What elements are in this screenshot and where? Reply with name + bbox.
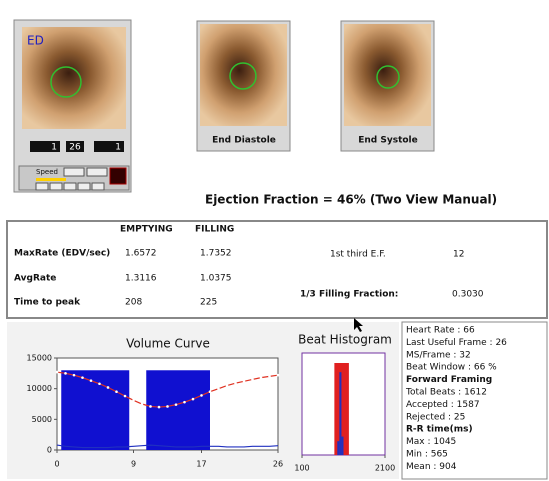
x-tick-label: 100: [294, 464, 309, 473]
point: [124, 395, 127, 398]
stat-line: R-R time(ms): [406, 425, 473, 435]
shaded-region: [146, 370, 210, 450]
button[interactable]: [64, 183, 76, 190]
point: [141, 403, 144, 406]
ed-scan: [200, 24, 287, 126]
point: [64, 372, 67, 375]
point: [90, 379, 93, 382]
stat-line: Accepted : 1587: [406, 400, 480, 410]
cell: 208: [125, 298, 142, 308]
row-label: Time to peak: [14, 298, 81, 308]
button[interactable]: [110, 168, 126, 184]
button[interactable]: [87, 168, 107, 176]
ejection-fraction: Ejection Fraction = 46% (Two View Manual…: [205, 193, 497, 207]
cell: 1.0375: [200, 274, 232, 284]
image-label: ED: [27, 34, 44, 48]
point: [209, 390, 212, 393]
point: [107, 386, 110, 389]
bar: [341, 437, 343, 455]
y-tick-label: 0: [47, 446, 52, 455]
stat-line: Forward Framing: [406, 375, 492, 385]
point: [243, 380, 246, 383]
chart-title: Beat Histogram: [298, 333, 392, 347]
cell: 1.7352: [200, 249, 232, 259]
stat-line: Mean : 904: [406, 462, 457, 472]
point: [192, 398, 195, 401]
point: [81, 376, 84, 379]
x-tick-label: 9: [131, 460, 136, 469]
chart-title: Volume Curve: [126, 337, 210, 351]
x-tick-label: 26: [273, 460, 283, 469]
point: [98, 382, 101, 385]
point: [73, 374, 76, 377]
right-label: 1st third E.F.: [330, 250, 386, 260]
screen: ED 1 26 1 Speed End Diastole End Systole…: [0, 0, 549, 481]
point: [277, 374, 280, 377]
point: [166, 405, 169, 408]
speed-bar: [36, 178, 66, 181]
frame-field-text: 1: [51, 143, 57, 153]
cell: 225: [200, 298, 217, 308]
stat-line: MS/Frame : 32: [406, 350, 471, 360]
column-header: EMPTYING: [120, 225, 173, 235]
point: [158, 406, 161, 409]
x-tick-label: 0: [54, 460, 59, 469]
right-value: 12: [453, 250, 464, 260]
button[interactable]: [50, 183, 62, 190]
row-label: AvgRate: [14, 274, 56, 284]
results-panel: [7, 221, 547, 318]
stat-line: Min : 565: [406, 450, 448, 460]
image-caption: End Diastole: [212, 136, 276, 146]
point: [56, 371, 59, 374]
stat-line: Beat Window : 66 %: [406, 363, 497, 373]
row-label: MaxRate (EDV/sec): [14, 249, 110, 259]
point: [226, 384, 229, 387]
stat-line: Total Beats : 1612: [405, 388, 487, 398]
point: [268, 375, 271, 378]
cell: 1.6572: [125, 249, 157, 259]
point: [132, 399, 135, 402]
button[interactable]: [64, 168, 84, 176]
cell: 1.3116: [125, 274, 157, 284]
point: [115, 390, 118, 393]
point: [200, 394, 203, 397]
point: [175, 403, 178, 406]
point: [251, 378, 254, 381]
point: [260, 376, 263, 379]
image-caption: End Systole: [358, 136, 418, 146]
stat-line: Max : 1045: [406, 437, 456, 447]
x-tick-label: 17: [196, 460, 206, 469]
point: [183, 401, 186, 404]
point: [149, 405, 152, 408]
stat-line: Rejected : 25: [406, 412, 465, 422]
point: [234, 382, 237, 385]
button[interactable]: [92, 183, 104, 190]
right-value: 0.3030: [452, 290, 484, 300]
stat-line: Heart Rate : 66: [406, 326, 475, 336]
y-tick-label: 5000: [32, 415, 52, 424]
stat-line: Last Useful Frame : 26: [406, 338, 507, 348]
frame-field-text: 1: [115, 143, 121, 153]
button[interactable]: [36, 183, 48, 190]
column-header: FILLING: [195, 225, 234, 235]
point: [217, 387, 220, 390]
right-label: 1/3 Filling Fraction:: [300, 290, 398, 300]
es-scan: [344, 24, 431, 126]
speed-label: Speed: [36, 168, 58, 176]
frame-field-text: 26: [69, 143, 81, 153]
button[interactable]: [78, 183, 90, 190]
x-tick-label: 2100: [375, 464, 395, 473]
y-tick-label: 10000: [27, 384, 52, 393]
y-tick-label: 15000: [27, 354, 52, 363]
bar: [339, 372, 341, 455]
bar: [337, 441, 339, 455]
